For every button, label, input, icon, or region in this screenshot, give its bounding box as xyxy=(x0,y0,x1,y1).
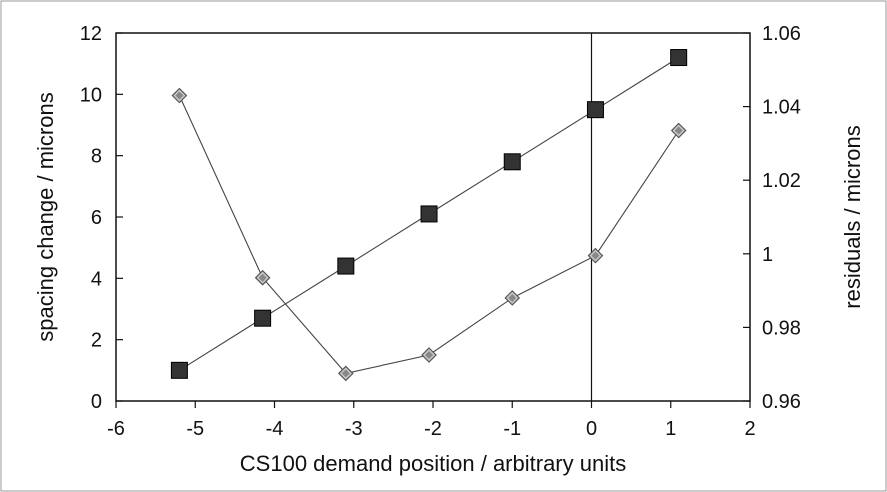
x-tick-label: -4 xyxy=(266,418,284,440)
y-tick-label: 6 xyxy=(91,207,102,229)
data-point-square xyxy=(254,309,272,327)
x-tick-label: 1 xyxy=(665,418,676,440)
series-line-diamond xyxy=(178,95,680,375)
y-tick-label: 2 xyxy=(91,330,102,352)
y2-tick-label: 0.98 xyxy=(762,317,801,339)
data-point-square xyxy=(503,153,521,171)
x-tick-label: -3 xyxy=(345,418,363,440)
data-point-diamond-inner xyxy=(591,251,600,260)
data-point-square xyxy=(170,361,188,379)
y2-tick-label: 1.04 xyxy=(762,97,801,119)
y2-tick-label: 1.02 xyxy=(762,170,801,192)
data-point-diamond-inner xyxy=(175,91,184,100)
y-tick-label: 0 xyxy=(91,391,102,413)
data-point-square xyxy=(337,257,355,275)
y-tick-label: 8 xyxy=(91,146,102,168)
y-tick-label: 12 xyxy=(80,23,102,45)
data-point-diamond-inner xyxy=(425,351,434,359)
data-point-diamond-inner xyxy=(258,273,267,282)
x-tick-label: -1 xyxy=(503,418,521,440)
data-point-square xyxy=(586,101,604,119)
marks-layer xyxy=(170,49,688,382)
y2-tick-label: 1 xyxy=(762,244,773,266)
y2-axis-title: residuals / microns xyxy=(840,125,865,308)
data-point-square xyxy=(670,49,688,67)
y-tick-label: 4 xyxy=(91,268,102,290)
data-point-diamond-inner xyxy=(341,369,350,378)
x-tick-label: -5 xyxy=(186,418,204,440)
y-tick-label: 10 xyxy=(80,84,102,106)
data-point-diamond-inner xyxy=(508,293,517,302)
x-tick-label: -6 xyxy=(107,418,125,440)
x-tick-label: 2 xyxy=(744,418,755,440)
data-point-square xyxy=(420,205,438,223)
x-tick-label: -2 xyxy=(424,418,442,440)
ticks-layer: -6 -5 -4 -3 -2 -1 0 1 20246810120.960.9811.021.0… xyxy=(80,23,801,440)
y2-tick-label: 0.96 xyxy=(762,391,801,413)
x-tick-label: 0 xyxy=(586,418,597,440)
data-point-diamond-inner xyxy=(674,126,683,135)
y2-tick-label: 1.06 xyxy=(762,23,801,45)
x-axis-title: CS100 demand position / arbitrary units xyxy=(240,451,626,476)
y-axis-title: spacing change / microns xyxy=(33,92,58,341)
